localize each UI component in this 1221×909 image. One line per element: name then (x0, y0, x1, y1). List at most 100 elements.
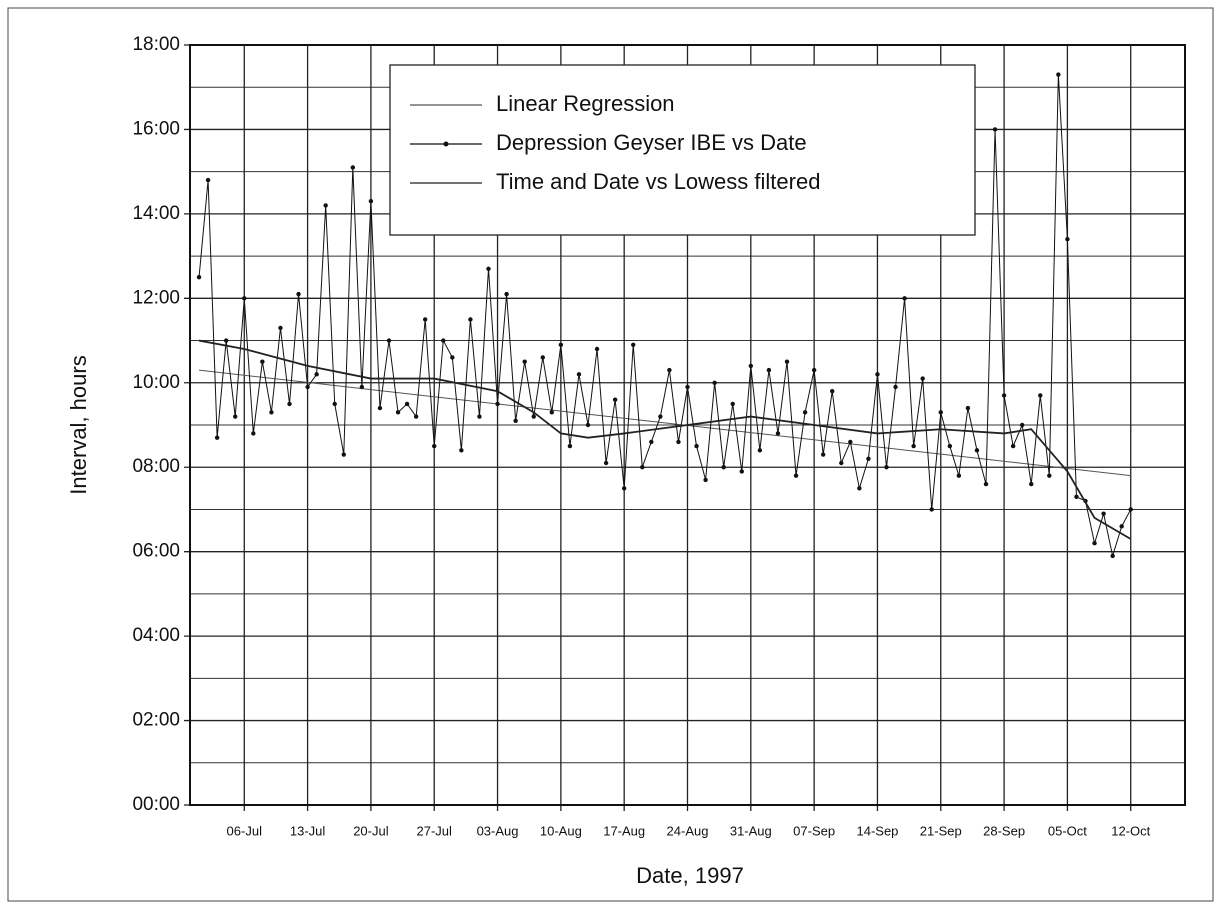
data-point (676, 439, 681, 445)
data-point (640, 465, 645, 470)
y-tick-label: 00:00 (132, 794, 180, 815)
data-point (893, 384, 898, 390)
x-tick-label: 31-Aug (730, 823, 772, 838)
y-tick-label: 04:00 (132, 625, 180, 646)
legend-label: Linear Regression (496, 91, 675, 116)
data-point (459, 448, 464, 453)
data-point (820, 452, 826, 457)
data-point (1056, 72, 1061, 77)
data-point (911, 443, 916, 449)
data-point (757, 448, 763, 453)
data-point (1074, 494, 1079, 499)
data-point (1010, 443, 1016, 449)
data-point (739, 469, 744, 474)
data-point (251, 431, 256, 436)
series-line (198, 74, 1132, 558)
data-point (214, 435, 220, 440)
data-point (920, 376, 925, 381)
data-point (811, 367, 817, 373)
data-point (576, 372, 582, 377)
data-point (857, 486, 862, 491)
data-point (938, 410, 943, 415)
data-point (1001, 393, 1007, 398)
y-tick-label: 08:00 (132, 456, 180, 477)
data-point (830, 389, 835, 394)
data-point (1101, 511, 1106, 516)
data-point (848, 439, 853, 445)
y-tick-label: 16:00 (132, 118, 180, 139)
data-point (1019, 422, 1025, 428)
x-tick-label: 12-Oct (1111, 823, 1150, 838)
data-point (902, 296, 907, 301)
data-point (522, 359, 527, 364)
data-point (956, 473, 962, 478)
x-tick-label: 20-Jul (353, 823, 389, 838)
data-point (983, 481, 989, 487)
data-point (694, 443, 699, 449)
data-point (721, 465, 726, 470)
data-point (1128, 507, 1133, 512)
x-tick-label: 17-Aug (603, 823, 645, 838)
data-point (748, 363, 754, 369)
data-point (495, 401, 500, 407)
data-point (612, 397, 618, 402)
data-point (350, 165, 356, 170)
data-point (477, 414, 482, 419)
data-point (839, 460, 844, 466)
data-point (395, 410, 401, 415)
data-point (504, 291, 509, 297)
x-tick-label: 14-Sep (856, 823, 898, 838)
plot-border (189, 44, 1186, 806)
frame (7, 7, 1214, 902)
data-point (884, 465, 889, 470)
x-tick-label: 10-Aug (540, 823, 582, 838)
data-point (1029, 481, 1034, 487)
data-point (1047, 473, 1052, 478)
data-point (775, 431, 781, 436)
data-point (205, 177, 211, 183)
y-tick-label: 06:00 (132, 541, 180, 562)
data-point (974, 448, 980, 453)
data-point (1092, 541, 1097, 546)
data-point (549, 410, 555, 415)
x-tick-label: 07-Sep (793, 823, 835, 838)
data-point (359, 384, 365, 390)
data-point (422, 317, 428, 322)
data-point (712, 380, 717, 385)
data-point (278, 325, 283, 331)
data-point (269, 410, 274, 415)
data-point (866, 456, 871, 461)
data-point (621, 486, 627, 491)
data-point (450, 355, 455, 360)
data-point (603, 460, 609, 466)
x-tick-label: 13-Jul (290, 823, 326, 838)
data-point (658, 414, 663, 419)
data-point (802, 410, 808, 415)
data-point (992, 127, 998, 132)
data-point (404, 401, 410, 407)
x-axis-title: Date, 1997 (636, 863, 744, 888)
data-point (766, 367, 772, 373)
data-point (287, 401, 292, 407)
y-tick-label: 14:00 (132, 203, 180, 224)
data-point (242, 296, 247, 301)
y-tick-label: 12:00 (132, 287, 180, 308)
series-line (198, 339, 1132, 540)
data-point (368, 199, 374, 204)
data-point (413, 414, 419, 419)
data-point (567, 443, 573, 449)
legend-label: Depression Geyser IBE vs Date (496, 130, 807, 155)
x-tick-label: 05-Oct (1048, 823, 1087, 838)
data-point (305, 384, 310, 390)
data-point (314, 372, 319, 377)
data-point (296, 291, 301, 297)
data-point (513, 418, 518, 423)
data-point (1119, 524, 1124, 529)
y-tick-label: 18:00 (132, 34, 180, 55)
data-point (223, 338, 229, 343)
data-point (531, 414, 536, 419)
x-tick-label: 03-Aug (477, 823, 519, 838)
data-point (540, 355, 545, 360)
series-line (198, 369, 1131, 477)
